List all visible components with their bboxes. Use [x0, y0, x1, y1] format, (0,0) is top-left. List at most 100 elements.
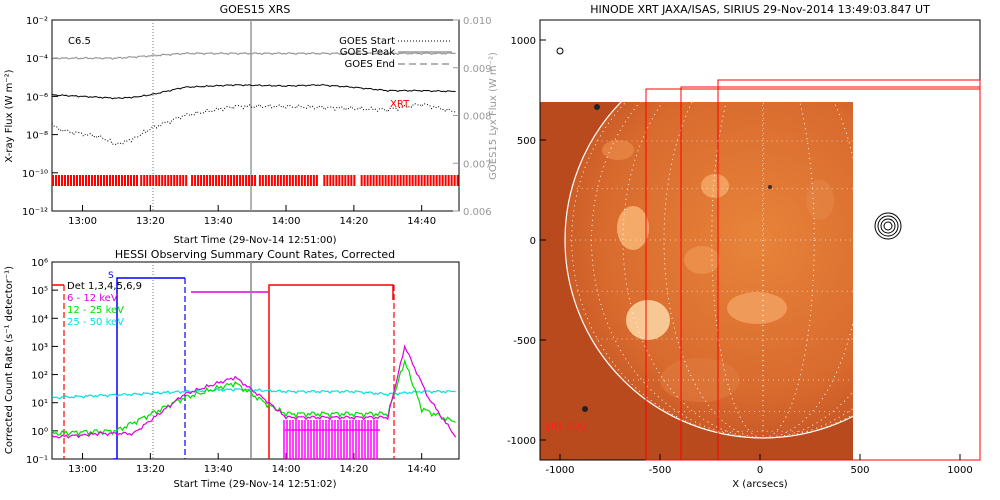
legend-12-25: 12 - 25 keV [67, 305, 124, 316]
goes-xlabel: Start Time (29-Nov-14 12:51:00) [173, 235, 336, 246]
grid-longitude [762, 102, 764, 438]
goes-coverage-tick [417, 175, 420, 186]
xrt-xlabel: X (arcsecs) [732, 479, 788, 490]
hessi-flag-comb [283, 420, 380, 459]
goes-xtick-label: 14:00 [272, 216, 301, 227]
hessi-ytick-label: 10¹ [31, 399, 48, 410]
goes-y2tick-label: 0.009 [463, 64, 492, 75]
xrt-ytick-label: 500 [517, 136, 536, 147]
goes-coverage-tick [133, 175, 135, 186]
goes-coverage-tick [369, 175, 372, 186]
goes-coverage-tick [288, 175, 291, 186]
dark-spot-2 [582, 406, 588, 412]
goes-coverage-tick [381, 175, 384, 186]
goes-coverage-tick [306, 175, 309, 186]
hessi-6-12-curve [52, 344, 457, 439]
active-region-7 [806, 180, 834, 220]
hessi-25-50-curve [52, 387, 456, 400]
goes-coverage-tick [167, 175, 170, 186]
goes-coverage-tick [438, 175, 441, 186]
hessi-title: HESSI Observing Summary Count Rates, Cor… [115, 248, 395, 261]
goes-coverage-tick [64, 175, 66, 186]
goes-coverage-bars [52, 175, 459, 186]
hessi-y-ticks: 10⁶ 10⁵ 10⁴ 10³ 10² 10¹ 10⁰ 10⁻¹ [26, 258, 58, 466]
legend-25-50: 25 - 50 keV [67, 317, 124, 328]
goes-coverage-tick [294, 175, 297, 186]
goes-long-curve [52, 84, 456, 100]
hessi-ytick-label: 10⁴ [31, 314, 48, 325]
goes-x-ticks: 13:00 13:20 13:40 14:00 14:20 14:40 [68, 205, 436, 227]
goes-y2tick-label: 0.007 [463, 159, 492, 170]
goes-coverage-tick [176, 175, 179, 186]
goes-coverage-tick [173, 175, 176, 186]
goes-coverage-tick [261, 175, 264, 186]
goes-coverage-tick [58, 175, 60, 186]
goes-coverage-tick [218, 175, 221, 186]
goes-coverage-tick [55, 175, 57, 186]
goes-coverage-tick [158, 175, 161, 186]
active-region-4 [727, 292, 787, 324]
hessi-ytick-label: 10⁵ [31, 286, 48, 297]
contour-3 [880, 218, 896, 234]
goes-coverage-tick [242, 175, 245, 186]
goes-coverage-tick [384, 175, 387, 186]
hessi-x-ticks: 13:00 13:20 13:40 14:00 14:20 14:40 [68, 453, 436, 475]
hessi-xtick-label: 14:20 [339, 464, 368, 475]
goes-coverage-tick [282, 175, 285, 186]
legend-6-12: 6 - 12 keV [67, 293, 118, 304]
legend-goes-peak: GOES Peak [340, 47, 395, 58]
goes-coverage-tick [236, 175, 239, 186]
goes-legend: GOES Start GOES Peak GOES End [339, 36, 452, 70]
goes-xtick-label: 13:20 [136, 216, 165, 227]
goes-coverage-tick [414, 175, 417, 186]
xrt-title: HINODE XRT JAXA/ISAS, SIRIUS 29-Nov-2014… [590, 3, 930, 16]
goes-coverage-tick [408, 175, 411, 186]
active-region-8 [660, 358, 740, 402]
goes-coverage-tick [276, 175, 279, 186]
hessi-xtick-label: 14:40 [407, 464, 436, 475]
xrt-x-ticks: -1000 -500 0 500 1000 [545, 454, 973, 476]
goes-coverage-tick [206, 175, 209, 186]
goes-coverage-tick [285, 175, 288, 186]
goes-coverage-tick [70, 175, 72, 186]
xrt-xtick-label: -500 [649, 465, 672, 476]
goes-coverage-tick [212, 175, 215, 186]
hessi-xtick-label: 13:40 [204, 464, 233, 475]
goes-coverage-tick [67, 175, 69, 186]
heliographic-grid [565, 102, 853, 438]
hessi-s-label: S [108, 271, 114, 281]
goes-y2tick-label: 0.006 [463, 207, 492, 218]
goes-coverage-tick [245, 175, 248, 186]
xrt-y-ticks: 1000 500 0 -500 -1000 [507, 36, 546, 447]
hessi-panel: HESSI Observing Summary Count Rates, Cor… [4, 248, 460, 490]
goes-coverage-tick [112, 175, 114, 186]
goes-coverage-tick [456, 175, 459, 186]
dark-spot-3 [768, 185, 772, 189]
xrt-panel: HINODE XRT JAXA/ISAS, SIRIUS 29-Nov-2014… [507, 3, 981, 490]
hessi-xtick-label: 14:00 [272, 464, 301, 475]
active-region-5 [684, 246, 720, 274]
goes-coverage-tick [366, 175, 369, 186]
goes-xtick-label: 13:00 [68, 216, 97, 227]
goes-coverage-tick [152, 175, 155, 186]
goes-coverage-tick [267, 175, 270, 186]
contour-4 [883, 221, 893, 231]
goes-coverage-tick [118, 175, 120, 186]
goes-coverage-tick [399, 175, 402, 186]
goes-ytick-label: 10⁻¹² [22, 207, 48, 218]
goes-coverage-tick [411, 175, 414, 186]
goes-coverage-tick [444, 175, 447, 186]
goes-y2tick-label: 0.008 [463, 112, 492, 123]
xrt-image: XRT FOV [540, 102, 853, 460]
xrt-xtick-label: -1000 [545, 465, 574, 476]
goes-coverage-tick [121, 175, 123, 186]
goes-coverage-tick [264, 175, 267, 186]
goes-coverage-tick [130, 175, 132, 186]
goes-coverage-tick [155, 175, 158, 186]
goes-coverage-tick [312, 175, 315, 186]
dark-spot-1 [594, 104, 600, 110]
active-region-6 [602, 140, 634, 160]
fov-boxes [645, 79, 981, 461]
goes-coverage-tick [273, 175, 276, 186]
